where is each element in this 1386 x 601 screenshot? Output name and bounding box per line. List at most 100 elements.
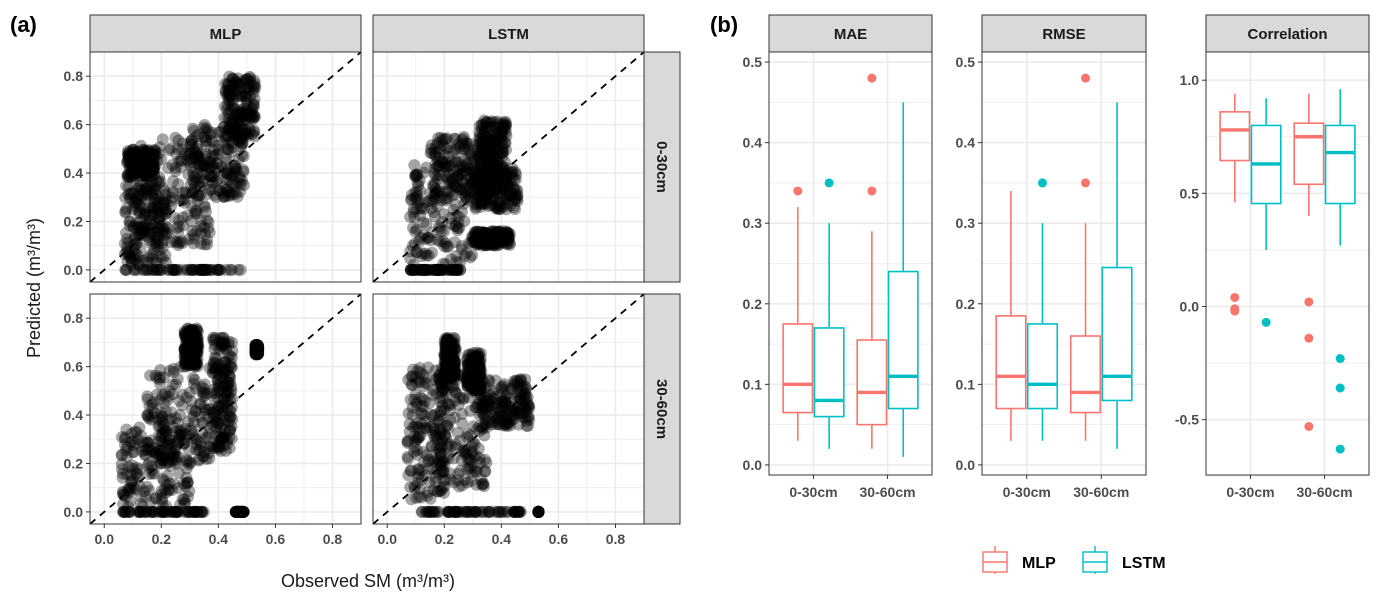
data-point xyxy=(181,146,194,159)
data-point xyxy=(451,224,464,237)
data-point xyxy=(191,190,204,203)
data-point xyxy=(414,231,427,244)
data-point xyxy=(142,408,155,421)
data-point xyxy=(480,174,493,187)
data-point xyxy=(249,343,262,356)
data-point xyxy=(243,123,256,136)
data-point xyxy=(228,179,241,192)
data-point xyxy=(234,505,247,518)
data-point xyxy=(422,231,435,244)
data-point xyxy=(209,165,222,178)
data-point xyxy=(152,195,165,208)
data-point xyxy=(156,133,169,146)
data-point xyxy=(149,192,162,205)
data-point xyxy=(129,437,142,450)
y-tick-label: 0.8 xyxy=(64,68,84,84)
data-point xyxy=(163,433,176,446)
data-point xyxy=(226,93,239,106)
data-point xyxy=(532,505,545,518)
data-point xyxy=(496,129,509,142)
data-point xyxy=(183,344,196,357)
data-point xyxy=(468,226,481,239)
data-point xyxy=(227,88,240,101)
data-point xyxy=(504,199,517,212)
data-point xyxy=(411,168,424,181)
data-point xyxy=(127,147,140,160)
data-point xyxy=(224,116,237,129)
data-point xyxy=(230,505,243,518)
data-point xyxy=(510,168,523,181)
data-point xyxy=(175,154,188,167)
data-point xyxy=(174,153,187,166)
data-point xyxy=(452,505,465,518)
data-point xyxy=(133,505,146,518)
data-point xyxy=(224,411,237,424)
data-point xyxy=(429,150,442,163)
data-point xyxy=(143,170,156,183)
data-point xyxy=(238,123,251,136)
data-point xyxy=(138,185,151,198)
data-point xyxy=(198,263,211,276)
data-point xyxy=(172,481,185,494)
data-point xyxy=(250,347,263,360)
data-point xyxy=(182,340,195,353)
data-point xyxy=(223,370,236,383)
data-point xyxy=(499,136,512,149)
data-point xyxy=(434,131,447,144)
data-point xyxy=(223,424,236,437)
data-point xyxy=(251,347,264,360)
data-point xyxy=(234,185,247,198)
data-point xyxy=(208,188,221,201)
data-point xyxy=(250,343,263,356)
data-point xyxy=(123,215,136,228)
data-point xyxy=(231,505,244,518)
data-point xyxy=(137,149,150,162)
data-point xyxy=(468,154,481,167)
data-point xyxy=(181,263,194,276)
data-point xyxy=(414,263,427,276)
data-point xyxy=(532,505,545,518)
data-point xyxy=(249,341,262,354)
data-point xyxy=(186,324,199,337)
data-point xyxy=(182,331,195,344)
data-point xyxy=(156,505,169,518)
data-point xyxy=(251,340,264,353)
data-point xyxy=(472,379,485,392)
data-point xyxy=(507,181,520,194)
data-point xyxy=(224,371,237,384)
data-point xyxy=(532,505,545,518)
data-point xyxy=(222,83,235,96)
data-point xyxy=(183,357,196,370)
data-point xyxy=(147,226,160,239)
data-point xyxy=(184,138,197,151)
data-point xyxy=(497,144,510,157)
data-point xyxy=(186,187,199,200)
data-point xyxy=(222,124,235,137)
data-point xyxy=(487,225,500,238)
data-point xyxy=(228,122,241,135)
data-point xyxy=(191,341,204,354)
data-point xyxy=(122,145,135,158)
data-point xyxy=(498,173,511,186)
data-point xyxy=(249,339,262,352)
data-point xyxy=(240,110,253,123)
data-point xyxy=(251,340,264,353)
data-point xyxy=(237,505,250,518)
box-iqr xyxy=(856,339,888,426)
data-point xyxy=(191,149,204,162)
data-point xyxy=(465,235,478,248)
data-point xyxy=(144,222,157,235)
data-point xyxy=(125,159,138,172)
data-point xyxy=(185,351,198,364)
data-point xyxy=(238,90,251,103)
data-point xyxy=(459,164,472,177)
data-point xyxy=(212,382,225,395)
data-point xyxy=(210,421,223,434)
data-point xyxy=(251,346,264,359)
data-point xyxy=(496,505,509,518)
data-point xyxy=(204,161,217,174)
data-point xyxy=(474,200,487,213)
data-point xyxy=(491,235,504,248)
data-point xyxy=(221,438,234,451)
data-point xyxy=(488,162,501,175)
